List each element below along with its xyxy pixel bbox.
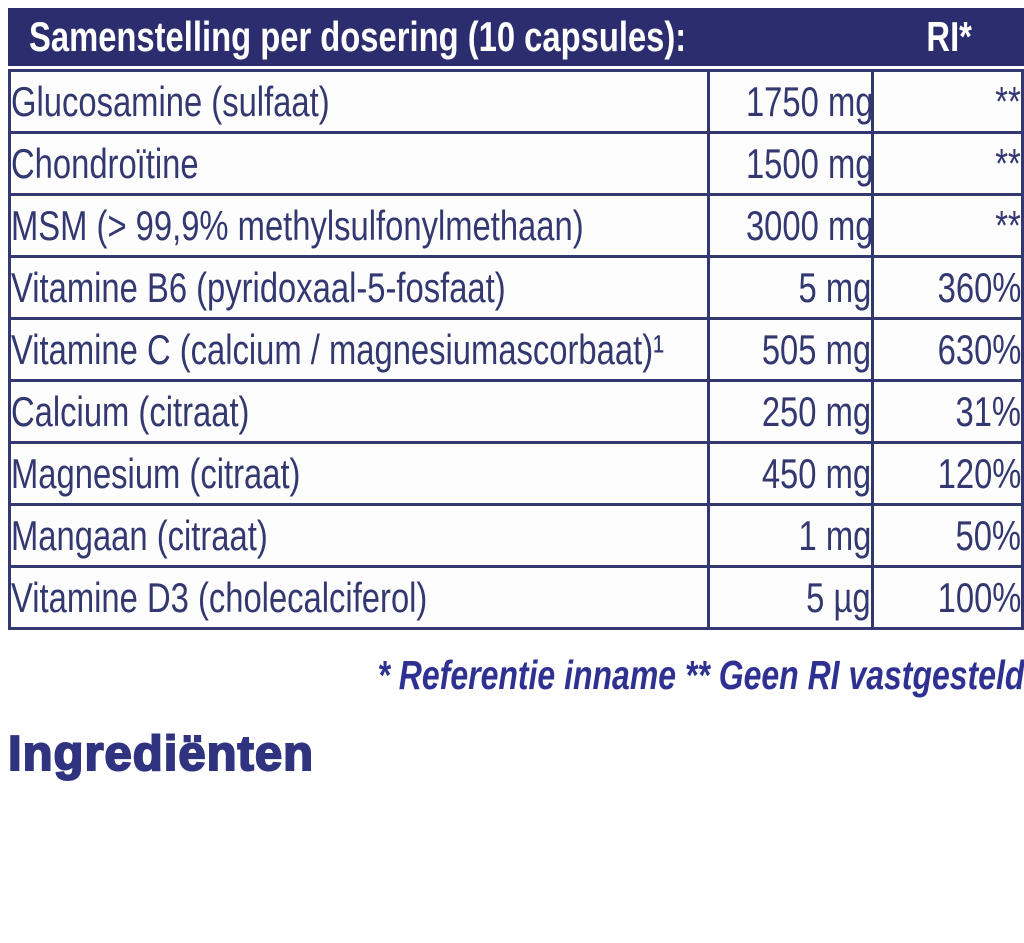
ingredient-name-cell: Vitamine D3 (cholecalciferol) [8,565,710,630]
section-heading: Ingrediënten [7,726,315,782]
ingredient-ri-cell: ** [871,193,1024,258]
ingredient-amount: 505 mg [761,325,871,373]
ingredient-ri-cell: ** [871,131,1024,196]
table-title: Samenstelling per dosering (10 capsules)… [29,13,687,60]
ingredient-amount: 450 mg [761,449,871,497]
composition-grid: Glucosamine (sulfaat) 1750 mg ** Chondro… [8,69,1024,630]
table-row: Calcium (citraat) 250 mg 31% [8,379,1024,444]
ri-column-header: RI* [926,13,972,60]
table-row: Vitamine D3 (cholecalciferol) 5 µg 100% [8,565,1024,630]
ingredient-ri: 120% [937,449,1021,497]
ingredient-amount-cell: 5 mg [707,255,874,320]
ingredient-amount: 1500 mg [745,139,873,187]
ingredient-amount-cell: 1750 mg [707,69,874,134]
ingredient-ri: 360% [937,263,1021,311]
table-row: Magnesium (citraat) 450 mg 120% [8,441,1024,506]
ingredient-name-cell: Calcium (citraat) [8,379,710,444]
ingredient-name: Mangaan (citraat) [11,511,268,559]
ingredient-name: Calcium (citraat) [11,387,250,435]
ingredient-amount-cell: 505 mg [707,317,874,382]
ingredient-amount-cell: 5 µg [707,565,874,630]
ingredient-name-cell: Glucosamine (sulfaat) [8,69,710,134]
ingredient-amount: 250 mg [761,387,871,435]
ingredient-ri-cell: 120% [871,441,1024,506]
ingredient-amount-cell: 450 mg [707,441,874,506]
ingredient-amount: 1750 mg [745,77,873,125]
ingredient-ri: 31% [955,387,1021,435]
ingredient-amount-cell: 3000 mg [707,193,874,258]
composition-table-body: Glucosamine (sulfaat) 1750 mg ** Chondro… [8,69,1024,630]
footnote-text: * Referentie inname ** Geen RI vastgeste… [377,652,1024,698]
table-row: Glucosamine (sulfaat) 1750 mg ** [8,69,1024,134]
ingredient-amount: 1 mg [798,511,871,559]
ingredient-name: Vitamine D3 (cholecalciferol) [11,573,428,621]
table-header-title-cell: Samenstelling per dosering (10 capsules)… [8,13,874,61]
table-row: MSM (> 99,9% methylsulfonylmethaan) 3000… [8,193,1024,258]
ingredient-name-cell: Vitamine B6 (pyridoxaal-5-fosfaat) [8,255,710,320]
table-row: Vitamine C (calcium / magnesiumascorbaat… [8,317,1024,382]
ingredient-ri: ** [995,201,1021,249]
ingredient-ri: ** [995,139,1021,187]
ingredient-ri-cell: 100% [871,565,1024,630]
table-row: Chondroïtine 1500 mg ** [8,131,1024,196]
ingredient-amount-cell: 1 mg [707,503,874,568]
footnote: * Referentie inname ** Geen RI vastgeste… [0,652,1024,699]
ingredient-ri: 100% [937,573,1021,621]
ingredient-name: Glucosamine (sulfaat) [11,77,330,125]
table-header-ri-cell: RI* [874,13,1024,61]
ingredient-ri-cell: ** [871,69,1024,134]
ingredient-ri-cell: 31% [871,379,1024,444]
ingredient-ri-cell: 360% [871,255,1024,320]
ingredient-ri: 50% [955,511,1021,559]
ingredient-name-cell: MSM (> 99,9% methylsulfonylmethaan) [8,193,710,258]
ingredient-name-cell: Mangaan (citraat) [8,503,710,568]
table-row: Vitamine B6 (pyridoxaal-5-fosfaat) 5 mg … [8,255,1024,320]
ingredient-name: Magnesium (citraat) [11,449,301,497]
composition-table: Samenstelling per dosering (10 capsules)… [8,8,1024,630]
ingredient-amount-cell: 250 mg [707,379,874,444]
ingredient-ri-cell: 630% [871,317,1024,382]
ingredient-ri: 630% [937,325,1021,373]
ingredient-amount: 5 mg [798,263,871,311]
ingredient-ri-cell: 50% [871,503,1024,568]
ingredient-name-cell: Chondroïtine [8,131,710,196]
ingredient-amount: 5 µg [806,573,871,621]
ingredient-amount-cell: 1500 mg [707,131,874,196]
ingredient-amount: 3000 mg [745,201,873,249]
ingredient-name: Chondroïtine [11,139,199,187]
table-header-row: Samenstelling per dosering (10 capsules)… [8,8,1024,66]
ingredient-name: Vitamine B6 (pyridoxaal-5-fosfaat) [11,263,506,311]
ingredient-name: MSM (> 99,9% methylsulfonylmethaan) [11,201,584,249]
ingredient-name-cell: Magnesium (citraat) [8,441,710,506]
ingredient-ri: ** [995,77,1021,125]
ingredient-name-cell: Vitamine C (calcium / magnesiumascorbaat… [8,317,710,382]
table-row: Mangaan (citraat) 1 mg 50% [8,503,1024,568]
ingredient-name: Vitamine C (calcium / magnesiumascorbaat… [11,325,665,373]
